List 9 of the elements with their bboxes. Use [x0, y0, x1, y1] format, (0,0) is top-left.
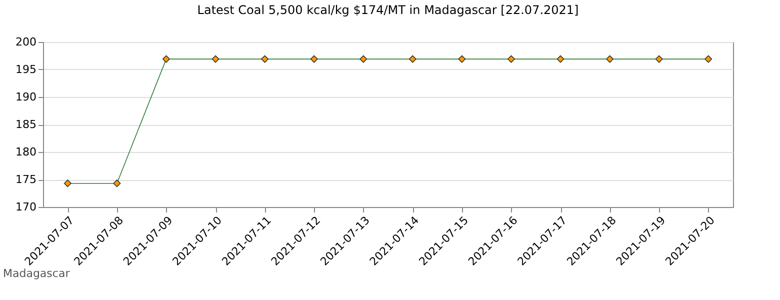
y-tick-label: 190 [16, 90, 36, 104]
y-tick-label: 200 [16, 36, 36, 48]
chart-title: Latest Coal 5,500 kcal/kg $174/MT in Madagascar [22.07.2021] [197, 3, 579, 17]
y-tick-label: 175 [16, 173, 36, 186]
y-tick-label: 185 [16, 118, 36, 131]
y-tick-label: 170 [16, 200, 36, 214]
text: Madagascar [3, 267, 70, 280]
y-tick-label: 180 [16, 146, 36, 158]
y-tick-label: 195 [16, 63, 36, 76]
